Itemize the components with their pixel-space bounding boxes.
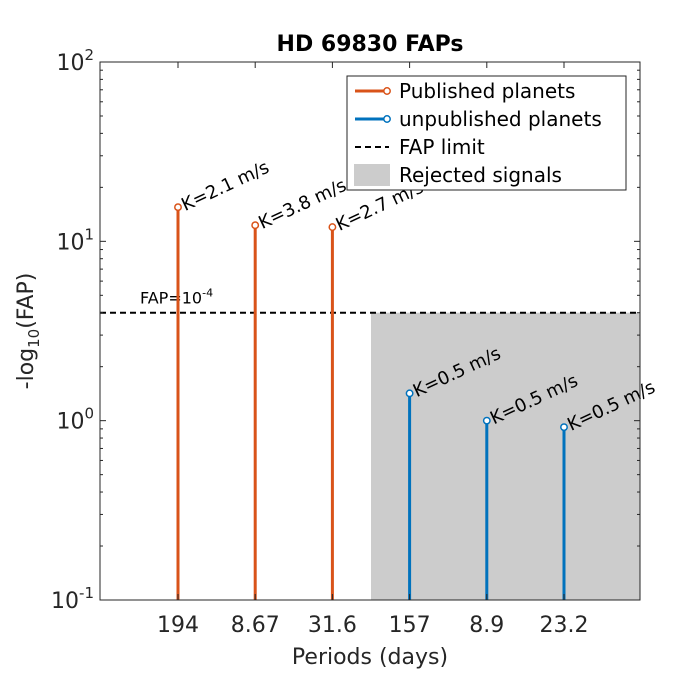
y-tick-label-base-2: 10 xyxy=(56,230,84,255)
y-axis-label-main: -log xyxy=(14,348,39,389)
y-tick-label-exp-2: 1 xyxy=(84,225,94,243)
y-tick-label-base-3: 10 xyxy=(56,51,84,76)
stem-marker-0-0 xyxy=(174,203,182,212)
x-tick-label-1: 8.67 xyxy=(231,613,280,638)
legend-swatch-patch-3 xyxy=(354,164,390,186)
y-tick-label-exp-0: -1 xyxy=(79,584,94,602)
legend-entry-label-1: unpublished planets xyxy=(399,107,602,131)
y-axis-label-tail: (FAP) xyxy=(14,273,39,329)
y-axis-label-sub: 10 xyxy=(25,329,43,348)
legend-entry-label-2: FAP limit xyxy=(399,135,485,159)
rejected-signals-region xyxy=(371,312,640,600)
x-axis-label: Periods (days) xyxy=(292,645,448,670)
y-tick-label-3: 102 xyxy=(56,46,94,76)
stem-marker-1-1 xyxy=(482,416,491,425)
x-tick-label-2: 31.6 xyxy=(308,613,357,638)
legend: Published planets unpublished planets FAP … xyxy=(346,75,627,191)
legend-swatch-marker-0 xyxy=(383,87,391,95)
y-tick-label-exp-3: 2 xyxy=(84,46,94,64)
y-tick-label-0: 10-1 xyxy=(51,584,94,614)
y-tick-label-2: 101 xyxy=(56,225,94,255)
y-tick-label-base-0: 10 xyxy=(51,589,79,614)
y-tick-label-exp-1: 0 xyxy=(84,405,94,423)
stem-marker-1-0 xyxy=(405,389,414,398)
legend-swatch-marker-1 xyxy=(383,115,391,123)
legend-box xyxy=(346,75,627,191)
fap-limit-label-exp: -4 xyxy=(202,287,213,300)
x-tick-label-3: 157 xyxy=(389,613,431,638)
stem-marker-0-2 xyxy=(328,223,337,232)
stem-marker-0-1 xyxy=(251,221,260,230)
legend-entry-label-3: Rejected signals xyxy=(399,163,562,187)
x-tick-label-4: 8.9 xyxy=(469,613,504,638)
y-tick-label-1: 100 xyxy=(56,405,94,435)
x-tick-label-0: 194 xyxy=(157,613,199,638)
y-tick-label-base-1: 10 xyxy=(56,410,84,435)
x-tick-label-5: 23.2 xyxy=(540,613,589,638)
y-axis-label: -log10(FAP) xyxy=(14,273,43,390)
legend-entry-label-0: Published planets xyxy=(399,79,575,103)
fap-limit-label-base: FAP=10 xyxy=(140,289,202,308)
fap-limit-label: FAP=10-4 xyxy=(140,287,213,308)
chart-title: HD 69830 FAPs xyxy=(277,32,464,57)
stem-marker-1-2 xyxy=(560,423,568,432)
plot-frame xyxy=(99,61,641,601)
